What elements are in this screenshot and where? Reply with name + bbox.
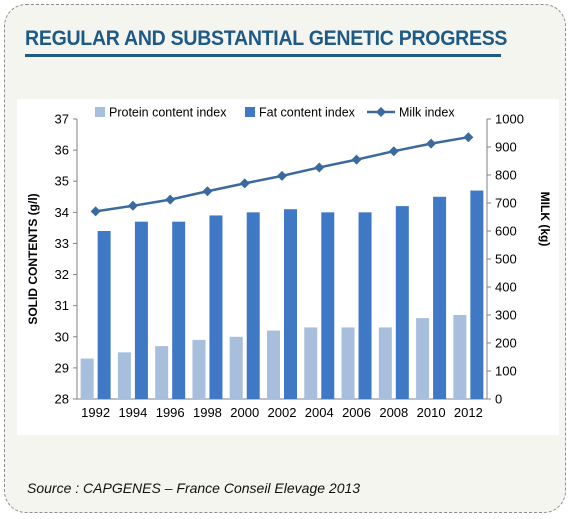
fat-bar <box>172 221 186 399</box>
milk-point <box>463 132 474 143</box>
x-tick-label: 2002 <box>268 405 297 420</box>
fat-bar <box>358 212 372 399</box>
milk-point <box>202 186 213 197</box>
left-tick-label: 37 <box>55 112 69 127</box>
right-tick-label: 300 <box>495 308 517 323</box>
protein-bar <box>416 318 430 399</box>
milk-point <box>351 154 362 165</box>
x-tick-label: 2012 <box>454 405 483 420</box>
y-axis-title: SOLID CONTENTS (g/l) <box>26 193 40 324</box>
protein-bar <box>267 330 280 399</box>
milk-point <box>90 206 101 217</box>
chart-area: 28 29 30 31 32 33 34 35 36 37 0 100 200 300 400 500 600 7… <box>17 99 559 435</box>
fat-bar <box>134 221 148 399</box>
protein-bar <box>304 327 318 399</box>
right-tick-label: 1000 <box>495 112 524 127</box>
genetic-progress-chart: 28 29 30 31 32 33 34 35 36 37 0 100 200 300 400 500 600 7… <box>26 106 552 421</box>
milk-point <box>127 200 138 211</box>
right-tick-label: 600 <box>495 224 517 239</box>
x-tick-label: 1996 <box>156 405 185 420</box>
left-tick-label: 29 <box>55 360 69 375</box>
right-tick-label: 800 <box>495 168 517 183</box>
x-tick-label: 1992 <box>81 405 110 420</box>
legend-milk-label: Milk index <box>399 106 455 120</box>
milk-point <box>239 178 250 189</box>
protein-bar <box>117 352 131 399</box>
left-tick-label: 32 <box>55 267 69 282</box>
title-underline <box>25 54 501 57</box>
protein-bar <box>229 336 243 399</box>
protein-bar <box>155 346 169 399</box>
right-tick-label: 500 <box>495 252 517 267</box>
fat-bar <box>284 209 297 399</box>
x-tick-label: 2006 <box>342 405 371 420</box>
milk-point <box>277 170 287 181</box>
legend-fat-swatch <box>245 107 255 117</box>
milk-point <box>165 194 176 205</box>
protein-bar <box>378 327 392 399</box>
y2-axis-title: MILK (kg) <box>538 192 552 247</box>
chart-card: REGULAR AND SUBSTANTIAL GENETIC PROGRESS… <box>4 4 566 513</box>
page-title: REGULAR AND SUBSTANTIAL GENETIC PROGRESS <box>25 27 508 50</box>
right-tick-label: 200 <box>495 336 517 351</box>
left-tick-label: 28 <box>55 392 69 407</box>
protein-bar <box>80 358 94 399</box>
milk-point <box>388 146 399 157</box>
right-tick-label: 700 <box>495 196 517 211</box>
right-tick-label: 900 <box>495 140 517 155</box>
fat-bar <box>97 231 111 399</box>
left-tick-label: 34 <box>55 205 69 220</box>
protein-bar <box>453 315 467 399</box>
fat-bar <box>433 196 447 399</box>
legend-protein-label: Protein content index <box>109 106 227 120</box>
legend-protein-swatch <box>95 107 105 117</box>
fat-bar <box>321 212 335 399</box>
fat-bar <box>209 215 223 399</box>
fat-bar <box>246 212 260 399</box>
protein-bar <box>341 327 355 399</box>
x-tick-label: 1994 <box>118 405 147 420</box>
fat-bar <box>395 206 409 399</box>
milk-point <box>426 138 437 149</box>
x-tick-label: 2008 <box>379 405 408 420</box>
left-tick-label: 35 <box>55 174 69 189</box>
source-note: Source : CAPGENES – France Conseil Eleva… <box>27 480 361 496</box>
milk-point <box>314 162 325 173</box>
right-tick-label: 400 <box>495 280 517 295</box>
x-tick-label: 2000 <box>230 405 259 420</box>
x-tick-label: 2004 <box>305 405 334 420</box>
right-tick-label: 0 <box>495 392 502 407</box>
left-tick-label: 30 <box>55 329 69 344</box>
fat-bar <box>470 190 484 399</box>
left-tick-label: 31 <box>55 298 69 313</box>
right-tick-label: 100 <box>495 364 517 379</box>
x-tick-label: 1998 <box>193 405 222 420</box>
left-tick-label: 33 <box>55 236 69 251</box>
protein-bar <box>192 339 206 399</box>
legend-milk-marker <box>376 107 386 117</box>
left-tick-label: 36 <box>55 143 69 158</box>
legend-fat-label: Fat content index <box>259 106 356 120</box>
x-tick-label: 2010 <box>417 405 446 420</box>
